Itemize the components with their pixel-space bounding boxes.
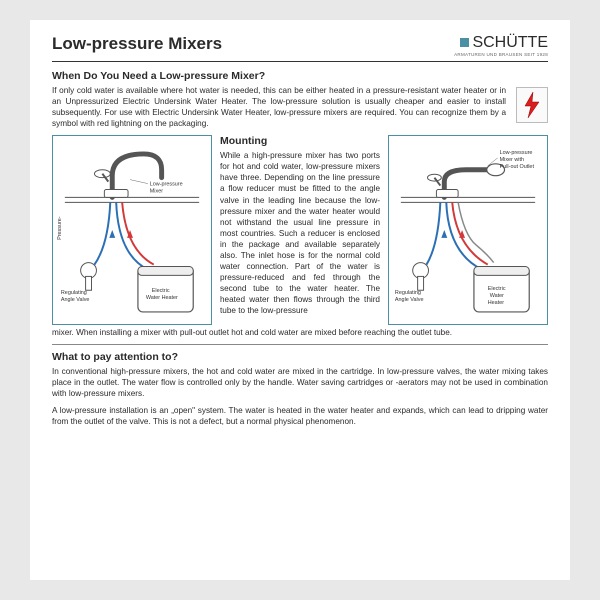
svg-text:Water Heater: Water Heater: [146, 295, 178, 301]
mounting-heading: Mounting: [220, 135, 380, 147]
intro-heading: When Do You Need a Low-pressure Mixer?: [52, 70, 548, 82]
lightning-badge: [516, 87, 548, 123]
mounting-text-mid: While a high-pressure mixer has two port…: [220, 150, 380, 316]
svg-text:Angle Valve: Angle Valve: [61, 297, 90, 303]
brand-square-icon: [460, 38, 469, 47]
attention-p2: A low-pressure installation is an „open"…: [52, 405, 548, 427]
attention-heading: What to pay attention to?: [52, 351, 548, 363]
header: Low-pressure Mixers SCHÜTTE ARMATUREN UN…: [52, 34, 548, 62]
svg-text:Angle Valve: Angle Valve: [395, 297, 424, 303]
svg-text:Mixer with: Mixer with: [500, 157, 524, 163]
brand-name: SCHÜTTE: [454, 34, 548, 52]
brand-name-text: SCHÜTTE: [472, 34, 548, 51]
brand-tagline: ARMATUREN UND BRAUSEN SEIT 1928: [454, 52, 548, 57]
svg-text:Electric: Electric: [488, 286, 506, 292]
svg-text:Mixer: Mixer: [150, 189, 163, 195]
attention-p1: In conventional high-pressure mixers, th…: [52, 366, 548, 399]
svg-text:Pull-out Outlet: Pull-out Outlet: [500, 164, 535, 170]
document-page: Low-pressure Mixers SCHÜTTE ARMATUREN UN…: [30, 20, 570, 580]
faucet-label-left: Low-pressure: [150, 182, 183, 188]
diagram-right: Low-pressure Mixer with Pull-out Outlet …: [388, 135, 548, 325]
diagram-row: Low-pressure Mixer Regulating Angle Valv…: [52, 135, 548, 325]
svg-text:Low-pressure: Low-pressure: [500, 150, 533, 156]
intro-text: If only cold water is available where ho…: [52, 85, 506, 129]
brand-block: SCHÜTTE ARMATUREN UND BRAUSEN SEIT 1928: [454, 34, 548, 57]
intro-block: If only cold water is available where ho…: [52, 85, 548, 129]
svg-text:Water: Water: [490, 293, 504, 299]
svg-text:Regulating: Regulating: [61, 290, 87, 296]
mounting-column: Mounting While a high-pressure mixer has…: [220, 135, 380, 316]
lightning-icon: [522, 91, 542, 119]
page-title: Low-pressure Mixers: [52, 34, 222, 54]
svg-text:Regulating: Regulating: [395, 290, 421, 296]
svg-text:Heater: Heater: [488, 300, 504, 306]
mounting-text-after: mixer. When installing a mixer with pull…: [52, 327, 548, 338]
diagram-left: Low-pressure Mixer Regulating Angle Valv…: [52, 135, 212, 325]
svg-text:Electric: Electric: [152, 288, 170, 294]
divider: [52, 344, 548, 345]
svg-text:Pressure-: Pressure-: [57, 216, 63, 240]
